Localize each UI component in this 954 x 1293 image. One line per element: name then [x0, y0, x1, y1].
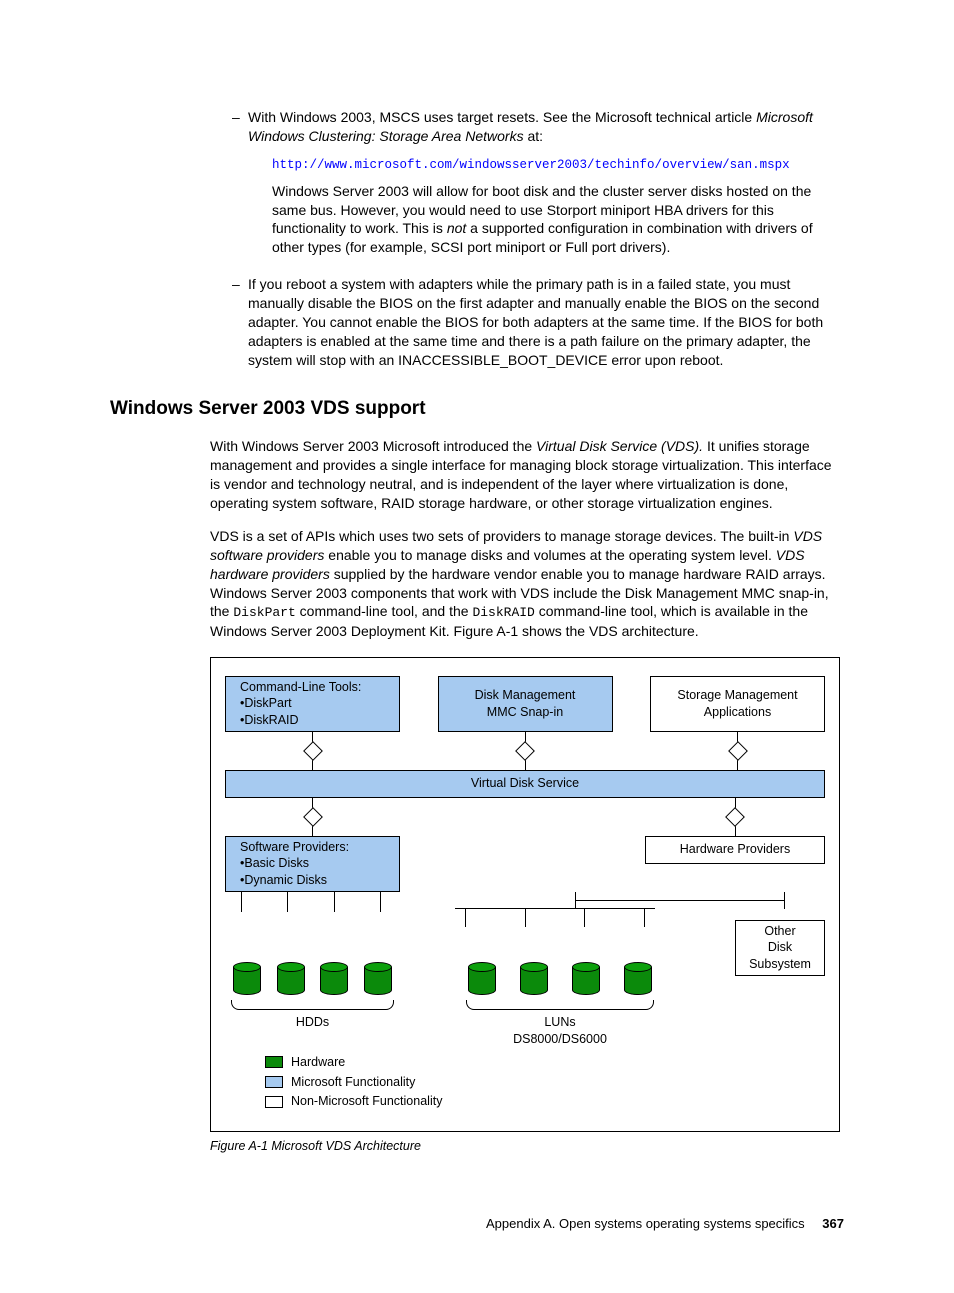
- box-other-disk-subsystem: Other Disk Subsystem: [735, 920, 825, 976]
- bullet-mscs: – With Windows 2003, MSCS uses target re…: [248, 108, 844, 257]
- ms-san-link[interactable]: http://www.microsoft.com/windowsserver20…: [272, 158, 790, 172]
- p-vds-providers: VDS is a set of APIs which uses two sets…: [210, 527, 844, 641]
- bullet-reboot: – If you reboot a system with adapters w…: [248, 275, 844, 369]
- disk-icon: [572, 962, 600, 996]
- figure-vds-architecture: Command-Line Tools: •DiskPart •DiskRAID …: [210, 657, 840, 1132]
- t: With Windows 2003, MSCS uses target rese…: [248, 109, 756, 125]
- label-luns: LUNs: [460, 1014, 660, 1031]
- section-heading: Windows Server 2003 VDS support: [110, 396, 844, 422]
- p-vds-intro: With Windows Server 2003 Microsoft intro…: [210, 437, 844, 513]
- disk-icon: [277, 962, 305, 996]
- connector: [225, 798, 400, 836]
- disk-icon: [364, 962, 392, 996]
- disk-icon: [233, 962, 261, 996]
- connector: [685, 798, 785, 836]
- page-number: 367: [822, 1216, 844, 1231]
- label-ds: DS8000/DS6000: [460, 1031, 660, 1048]
- figure-caption: Figure A-1 Microsoft VDS Architecture: [210, 1138, 844, 1155]
- box-mmc: Disk Management MMC Snap-in: [438, 676, 613, 732]
- p-mscs-intro: With Windows 2003, MSCS uses target rese…: [248, 108, 844, 146]
- connector: [225, 732, 400, 770]
- p-reboot: If you reboot a system with adapters whi…: [248, 275, 844, 369]
- footer-text: Appendix A. Open systems operating syste…: [486, 1216, 805, 1231]
- legend-hw: Hardware: [265, 1054, 825, 1071]
- box-sw-providers: Software Providers: •Basic Disks •Dynami…: [225, 836, 400, 892]
- box-hw-providers: Hardware Providers: [645, 836, 825, 864]
- disk-icon: [624, 962, 652, 996]
- p-storport: Windows Server 2003 will allow for boot …: [272, 182, 844, 258]
- dash-marker: –: [232, 108, 240, 127]
- connector: [438, 732, 613, 770]
- legend: Hardware Microsoft Functionality Non-Mic…: [265, 1054, 825, 1111]
- dash-marker: –: [232, 275, 240, 294]
- box-vds: Virtual Disk Service: [225, 770, 825, 798]
- page-footer: Appendix A. Open systems operating syste…: [110, 1215, 844, 1233]
- disk-icon: [320, 962, 348, 996]
- disk-icon: [520, 962, 548, 996]
- disk-icon: [468, 962, 496, 996]
- connector: [650, 732, 825, 770]
- box-storage-mgmt-apps: Storage Management Applications: [650, 676, 825, 732]
- p-link: http://www.microsoft.com/windowsserver20…: [272, 154, 844, 174]
- box-cli-tools: Command-Line Tools: •DiskPart •DiskRAID: [225, 676, 400, 732]
- body-intro-vds: With Windows Server 2003 Microsoft intro…: [210, 437, 844, 641]
- t: at:: [527, 128, 543, 144]
- legend-nonms: Non-Microsoft Functionality: [265, 1093, 825, 1110]
- legend-ms: Microsoft Functionality: [265, 1074, 825, 1091]
- label-hdds: HDDs: [225, 1014, 400, 1031]
